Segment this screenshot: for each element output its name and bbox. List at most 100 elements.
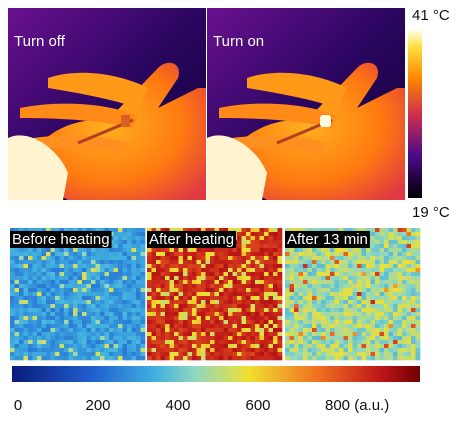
heatmap-cell — [165, 252, 170, 257]
heatmap-cell — [264, 332, 269, 337]
heatmap-cell — [370, 252, 376, 257]
heatmap-cell — [122, 244, 128, 249]
heatmap-cell — [151, 320, 157, 325]
heatmap-cell — [366, 312, 371, 317]
heatmap-cell — [183, 312, 188, 317]
heatmap-cell — [268, 288, 274, 293]
heatmap-cell — [64, 272, 69, 277]
heatmap-cell — [156, 300, 161, 305]
heatmap-cell — [118, 316, 123, 321]
heatmap-cell — [41, 348, 47, 353]
heatmap-cell — [127, 352, 132, 357]
heatmap-cell — [379, 280, 385, 285]
heatmap-cell — [77, 356, 83, 361]
heatmap-cell — [174, 344, 179, 349]
heatmap-cell — [196, 252, 202, 257]
heatmap-cell — [285, 316, 290, 321]
heatmap-cell — [330, 332, 335, 337]
heatmap-cell — [196, 352, 202, 357]
heatmap-cell — [109, 228, 114, 233]
heatmap-cell — [156, 280, 161, 285]
heatmap-cell — [23, 352, 29, 357]
heatmap-cell — [402, 232, 407, 237]
heatmap-cell — [406, 320, 412, 325]
heatmap-cell — [82, 316, 87, 321]
heatmap-cell — [379, 240, 385, 245]
heatmap-cell — [343, 320, 349, 325]
heatmap-cell — [28, 328, 33, 333]
heatmap-cell — [82, 284, 87, 289]
heatmap-cell — [156, 296, 161, 301]
heatmap-cell — [127, 308, 132, 313]
heatmap-cell — [228, 264, 233, 269]
heatmap-cell — [325, 292, 331, 297]
heatmap-cell — [28, 340, 33, 345]
heatmap-cell — [100, 332, 105, 337]
heatmap-cell — [321, 284, 326, 289]
heatmap-cell — [298, 284, 304, 289]
heatmap-cell — [118, 240, 123, 245]
heatmap-cell — [160, 296, 166, 301]
heatmap-cell — [223, 344, 229, 349]
heatmap-cell — [237, 328, 242, 333]
heatmap-cell — [19, 272, 24, 277]
heatmap-cell — [321, 332, 326, 337]
heatmap-cell — [50, 276, 56, 281]
heatmap-cell — [104, 256, 110, 261]
heatmap-cell — [237, 332, 242, 337]
heatmap-cell — [384, 300, 389, 305]
heatmap-cell — [237, 308, 242, 313]
heatmap-cell — [334, 248, 340, 253]
heatmap-cell — [91, 252, 96, 257]
heatmap-cell — [14, 312, 20, 317]
heatmap-cell — [379, 304, 385, 309]
heatmap-cell — [113, 332, 119, 337]
heatmap-cell — [277, 264, 283, 269]
heatmap-cell — [250, 228, 256, 233]
heatmap-cell — [32, 284, 38, 289]
heatmap-cell — [156, 268, 161, 273]
heatmap-cell — [241, 344, 247, 349]
heatmap-cell — [285, 304, 290, 309]
heatmap-cell — [174, 332, 179, 337]
heatmap-cell — [37, 272, 42, 277]
heatmap-cell — [127, 336, 132, 341]
heatmap-cell — [393, 272, 398, 277]
heatmap-cell — [375, 264, 380, 269]
heatmap-cell — [330, 228, 335, 233]
heatmap-cell — [131, 256, 137, 261]
heatmap-cell — [14, 296, 20, 301]
heatmap-cell — [406, 356, 412, 361]
heatmap-cell — [237, 344, 242, 349]
heatmap-cell — [104, 288, 110, 293]
heatmap-cell — [384, 276, 389, 281]
heatmap-cell — [77, 300, 83, 305]
heatmap-cell — [316, 272, 322, 277]
heatmap-cell — [23, 260, 29, 265]
heatmap-cell — [264, 264, 269, 269]
heatmap-cell — [23, 304, 29, 309]
heatmap-cell — [348, 300, 353, 305]
heatmap-cell — [10, 324, 15, 329]
heatmap-cell — [214, 356, 220, 361]
heatmap-cell — [312, 324, 317, 329]
heatmap-cell — [334, 268, 340, 273]
heatmap-cell — [370, 324, 376, 329]
heatmap-cell — [379, 292, 385, 297]
heatmap-cell — [122, 272, 128, 277]
heatmap-cell — [28, 336, 33, 341]
heatmap-cell — [330, 288, 335, 293]
heatmap-cell — [285, 332, 290, 337]
heatmap-cell — [147, 320, 152, 325]
heatmap-cell — [156, 312, 161, 317]
heatmap-cell — [109, 248, 114, 253]
heatmap-cell — [100, 348, 105, 353]
heatmap-cell — [232, 284, 238, 289]
heatmap-cell — [219, 336, 224, 341]
heatmap-cell — [59, 276, 65, 281]
heatmap-cell — [104, 344, 110, 349]
heatmap-cell — [64, 332, 69, 337]
heatmap-cell — [393, 288, 398, 293]
heatmap-cell — [246, 276, 251, 281]
heatmap-cell — [41, 324, 47, 329]
